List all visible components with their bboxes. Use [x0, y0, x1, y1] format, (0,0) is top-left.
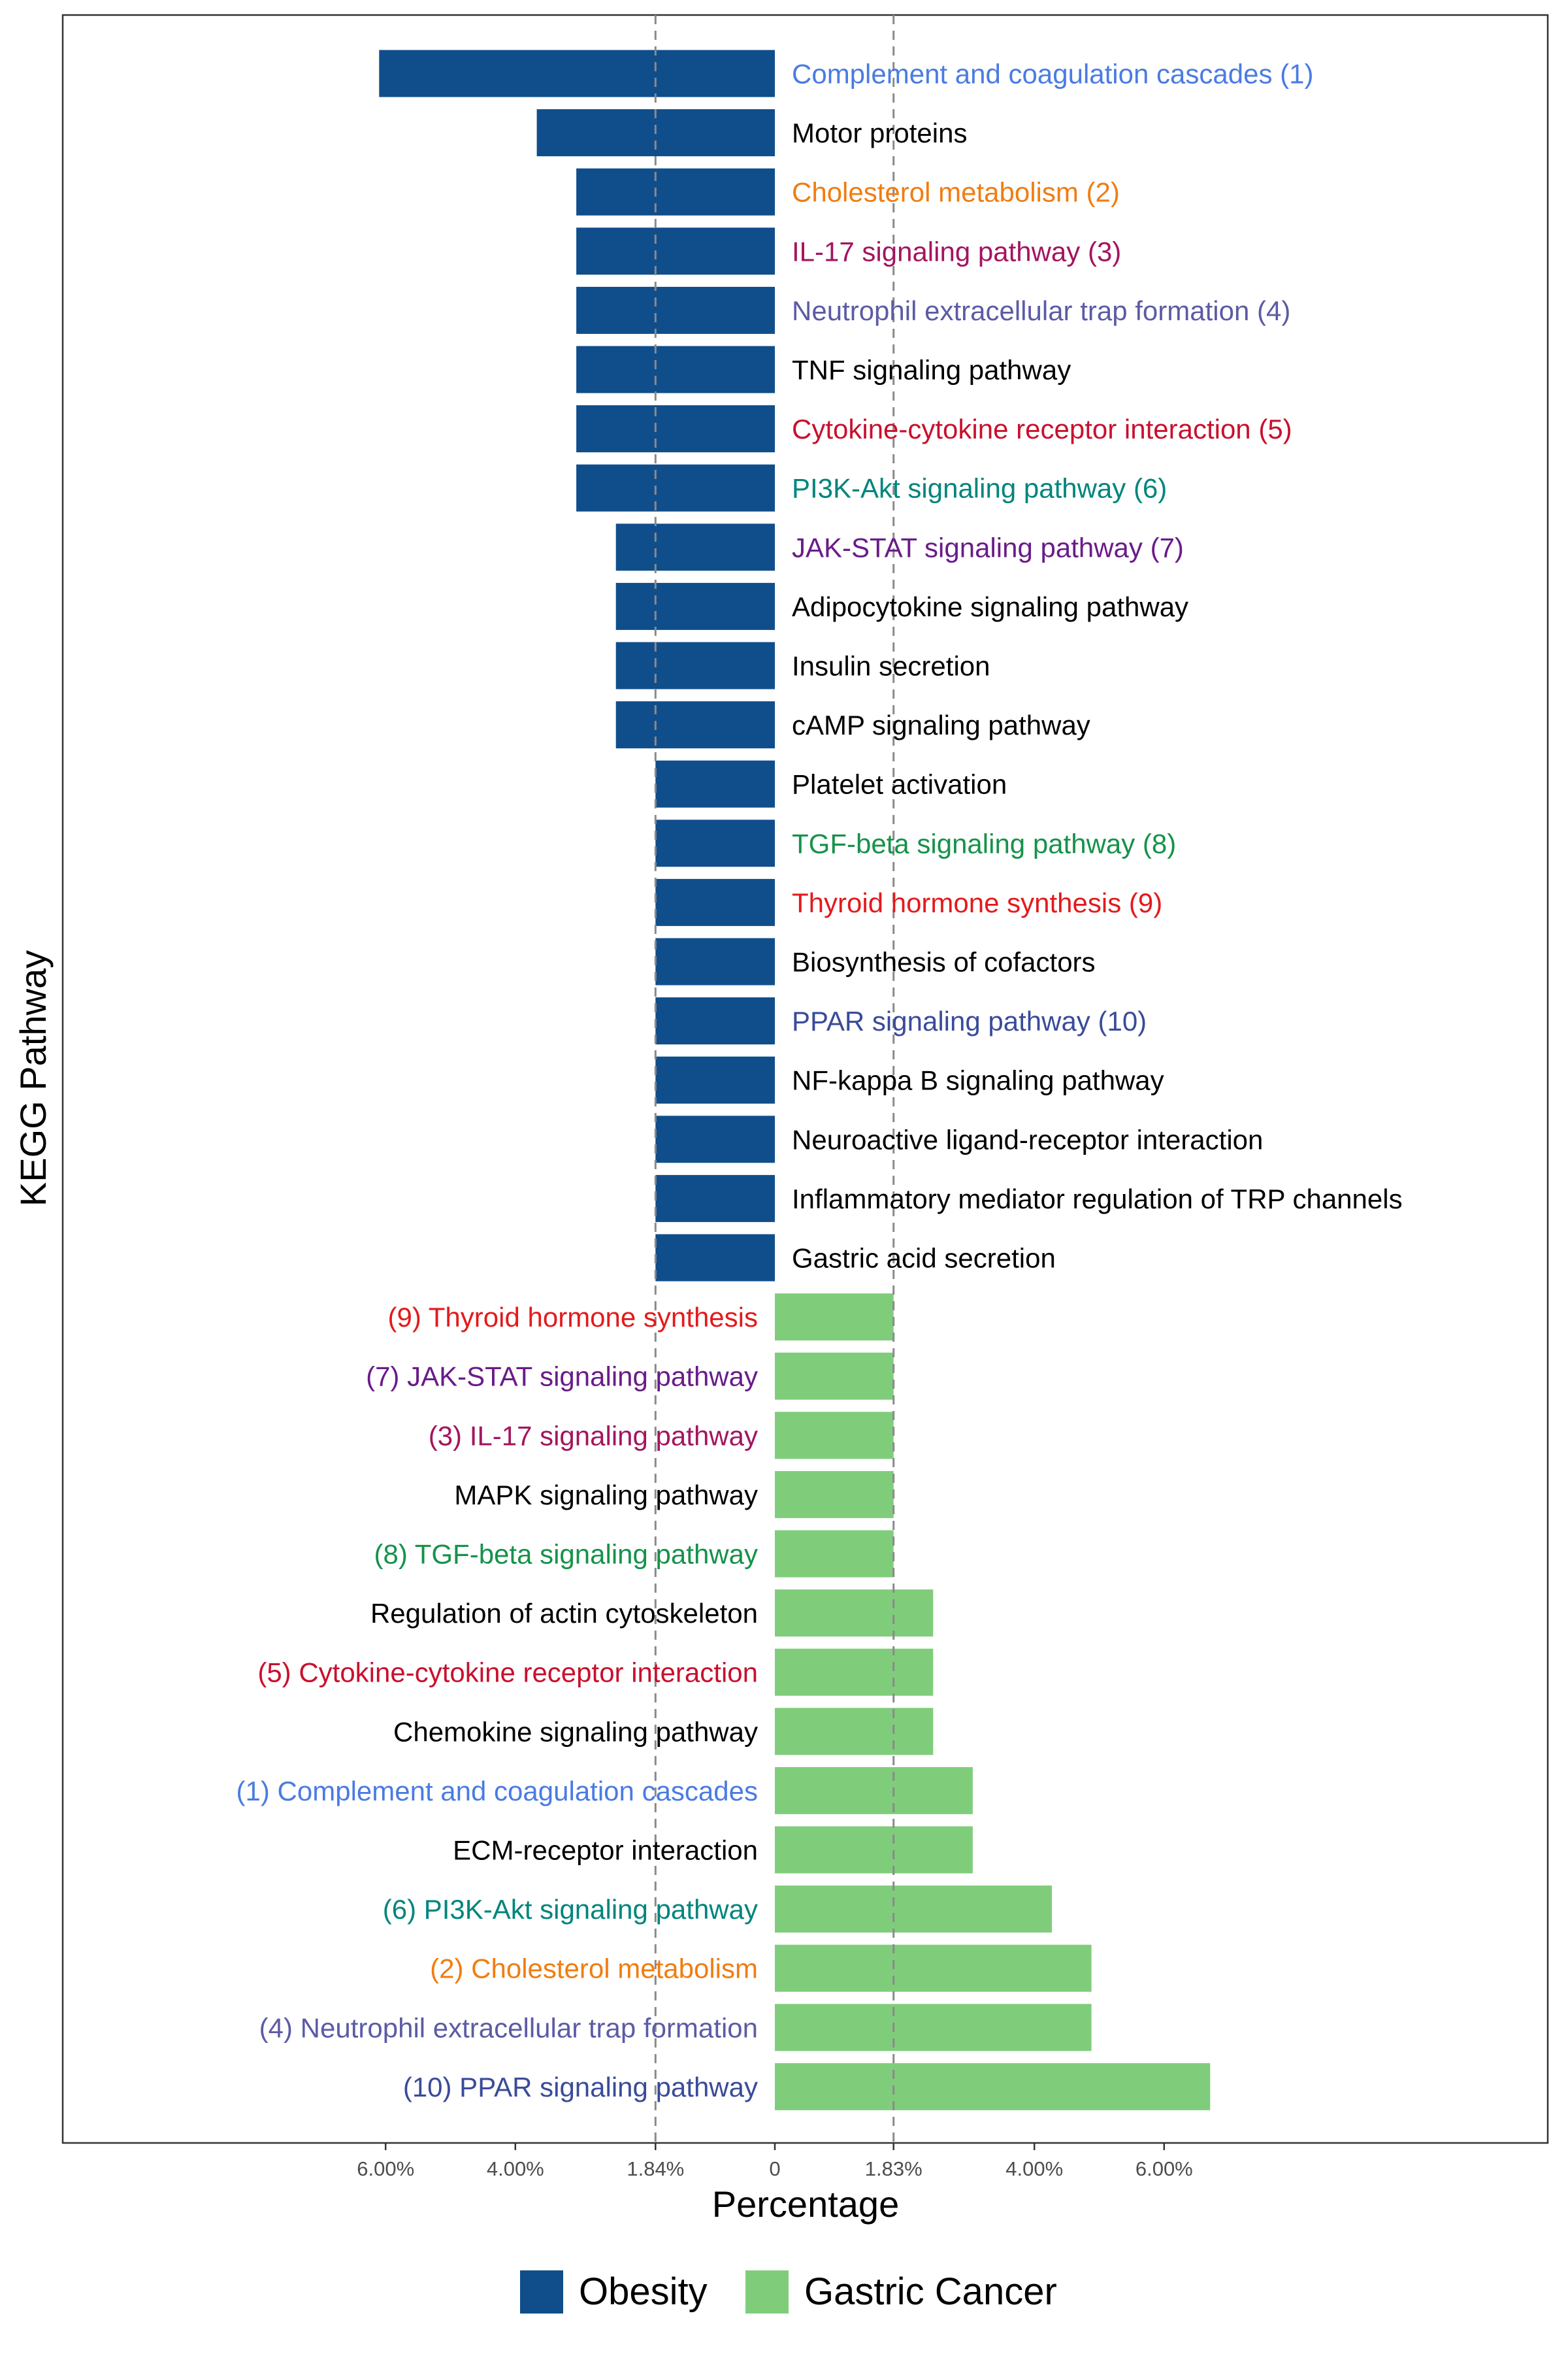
- bar-label-obesity-13: TGF-beta signaling pathway (8): [792, 828, 1176, 859]
- bar-label-obesity-2: Cholesterol metabolism (2): [792, 177, 1120, 208]
- bar-gastric-cancer-4: [775, 1530, 894, 1578]
- bar-gastric-cancer-3: [775, 1470, 894, 1518]
- x-axis-title: Percentage: [712, 2183, 899, 2225]
- bar-gastric-cancer-0: [775, 1293, 894, 1341]
- x-axis: 6.00% 4.00% 1.84% 0 1.83% 4.00% 6.00%: [357, 2143, 1193, 2180]
- x-tick-label-1: 4.00%: [487, 2157, 544, 2180]
- bar-label-obesity-14: Thyroid hormone synthesis (9): [792, 888, 1162, 918]
- bar-gastric-cancer-1: [775, 1352, 894, 1400]
- bar-label-gastric-cancer-0: (9) Thyroid hormone synthesis: [388, 1302, 758, 1333]
- bar-label-gastric-cancer-7: Chemokine signaling pathway: [393, 1716, 758, 1747]
- bar-label-gastric-cancer-8: (1) Complement and coagulation cascades: [237, 1776, 758, 1806]
- bar-label-obesity-16: PPAR signaling pathway (10): [792, 1006, 1147, 1037]
- reference-lines: [654, 15, 895, 2143]
- bar-gastric-cancer-2: [775, 1412, 894, 1459]
- bar-label-gastric-cancer-2: (3) IL-17 signaling pathway: [429, 1420, 758, 1451]
- bar-obesity-2: [576, 168, 775, 216]
- bar-gastric-cancer-7: [775, 1708, 934, 1755]
- x-tick-label-4: 1.83%: [865, 2157, 923, 2180]
- bar-label-gastric-cancer-13: (10) PPAR signaling pathway: [403, 2072, 758, 2102]
- bar-obesity-12: [655, 760, 775, 808]
- bar-label-gastric-cancer-9: ECM-receptor interaction: [453, 1835, 758, 1866]
- y-axis-title: KEGG Pathway: [12, 950, 54, 1206]
- bar-label-obesity-18: Neuroactive ligand-receptor interaction: [792, 1124, 1263, 1155]
- bar-obesity-3: [576, 227, 775, 275]
- bar-obesity-4: [576, 286, 775, 334]
- bar-label-obesity-17: NF-kappa B signaling pathway: [792, 1065, 1164, 1096]
- bar-gastric-cancer-11: [775, 1944, 1092, 1992]
- bar-gastric-cancer-6: [775, 1648, 934, 1696]
- x-tick-label-2: 1.84%: [627, 2157, 684, 2180]
- bar-label-gastric-cancer-12: (4) Neutrophil extracellular trap format…: [259, 2012, 758, 2043]
- bar-gastric-cancer-5: [775, 1589, 934, 1637]
- bars-layer: [379, 50, 1211, 2110]
- x-tick-label-6: 6.00%: [1135, 2157, 1193, 2180]
- bar-label-obesity-6: Cytokine-cytokine receptor interaction (…: [792, 414, 1292, 444]
- legend-swatch-0: [520, 2270, 563, 2314]
- bar-label-obesity-0: Complement and coagulation cascades (1): [792, 59, 1313, 90]
- bar-label-gastric-cancer-1: (7) JAK-STAT signaling pathway: [366, 1361, 758, 1392]
- x-tick-label-0: 6.00%: [357, 2157, 414, 2180]
- bar-obesity-10: [615, 642, 775, 689]
- bar-obesity-5: [576, 346, 775, 393]
- legend-swatch-1: [745, 2270, 789, 2314]
- bar-obesity-13: [655, 820, 775, 867]
- bar-label-obesity-20: Gastric acid secretion: [792, 1243, 1056, 1274]
- bar-gastric-cancer-8: [775, 1767, 973, 1814]
- bar-label-gastric-cancer-3: MAPK signaling pathway: [454, 1480, 758, 1510]
- bar-obesity-17: [655, 1056, 775, 1104]
- bar-gastric-cancer-9: [775, 1826, 973, 1874]
- bar-obesity-9: [615, 582, 775, 630]
- bar-obesity-0: [379, 50, 775, 97]
- bar-label-gastric-cancer-11: (2) Cholesterol metabolism: [430, 1953, 758, 1984]
- bar-label-obesity-8: JAK-STAT signaling pathway (7): [792, 532, 1184, 563]
- bar-gastric-cancer-10: [775, 1885, 1052, 1933]
- bar-labels: Complement and coagulation cascades (1) M…: [237, 59, 1403, 2102]
- bar-label-obesity-12: Platelet activation: [792, 769, 1007, 800]
- bar-obesity-19: [655, 1174, 775, 1222]
- x-tick-label-3: 0: [769, 2157, 780, 2180]
- bar-label-gastric-cancer-5: Regulation of actin cytoskeleton: [370, 1598, 758, 1629]
- bar-label-obesity-1: Motor proteins: [792, 118, 967, 148]
- bar-obesity-18: [655, 1116, 775, 1163]
- bar-label-obesity-15: Biosynthesis of cofactors: [792, 947, 1096, 978]
- bar-obesity-14: [655, 878, 775, 926]
- bar-obesity-11: [615, 701, 775, 749]
- bar-label-obesity-9: Adipocytokine signaling pathway: [792, 591, 1188, 622]
- bar-label-obesity-5: TNF signaling pathway: [792, 355, 1071, 386]
- bar-label-gastric-cancer-10: (6) PI3K-Akt signaling pathway: [383, 1894, 758, 1925]
- bar-label-gastric-cancer-4: (8) TGF-beta signaling pathway: [374, 1539, 758, 1570]
- bar-label-obesity-4: Neutrophil extracellular trap formation …: [792, 295, 1290, 326]
- bar-label-obesity-19: Inflammatory mediator regulation of TRP …: [792, 1184, 1403, 1214]
- x-tick-label-5: 4.00%: [1005, 2157, 1063, 2180]
- bar-obesity-6: [576, 405, 775, 453]
- legend-label-0: Obesity: [579, 2270, 708, 2313]
- bar-obesity-7: [576, 464, 775, 512]
- bar-obesity-20: [655, 1234, 775, 1282]
- bar-label-obesity-7: PI3K-Akt signaling pathway (6): [792, 473, 1167, 504]
- bar-gastric-cancer-13: [775, 2063, 1211, 2110]
- bar-label-obesity-11: cAMP signaling pathway: [792, 710, 1090, 740]
- bar-gastric-cancer-12: [775, 2004, 1092, 2051]
- legend-label-1: Gastric Cancer: [804, 2270, 1057, 2313]
- bar-obesity-16: [655, 997, 775, 1045]
- bar-label-obesity-3: IL-17 signaling pathway (3): [792, 236, 1121, 267]
- bar-obesity-15: [655, 938, 775, 986]
- legend: Obesity Gastric Cancer: [520, 2270, 1057, 2314]
- bar-obesity-8: [615, 523, 775, 571]
- bar-label-gastric-cancer-6: (5) Cytokine-cytokine receptor interacti…: [257, 1657, 758, 1688]
- bar-label-obesity-10: Insulin secretion: [792, 651, 990, 682]
